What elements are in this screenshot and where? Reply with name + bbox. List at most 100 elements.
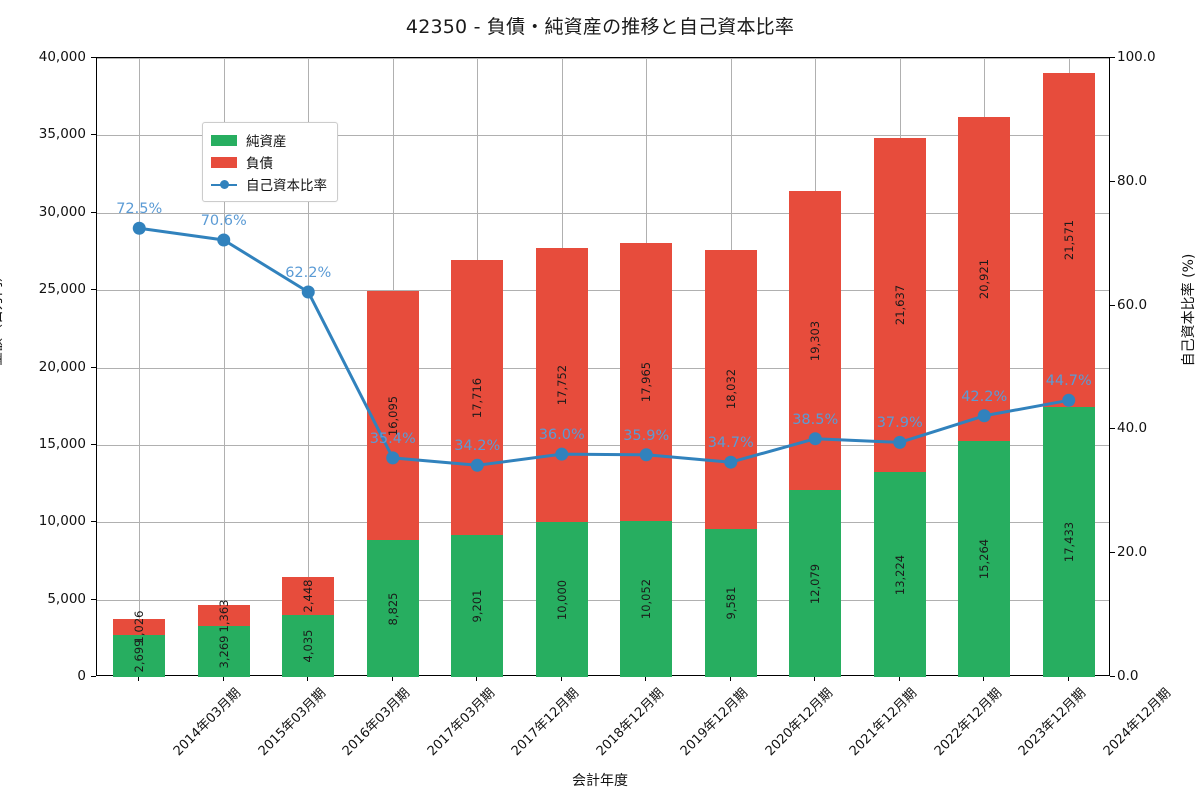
equity-ratio-data-label: 34.7% [707, 435, 754, 452]
bar-value-label-liabilities: 18,032 [723, 369, 738, 410]
y-axis-tick-right [1110, 676, 1115, 677]
equity-ratio-data-label: 36.0% [538, 427, 585, 444]
equity-ratio-data-label: 70.6% [200, 212, 247, 229]
equity-ratio-data-label: 37.9% [876, 415, 923, 432]
bar-segment-liabilities[interactable]: 19,303 [789, 191, 842, 491]
bar-value-label-liabilities: 21,571 [1061, 220, 1076, 261]
bar-value-label-liabilities: 17,965 [639, 362, 654, 403]
equity-ratio-data-label: 44.7% [1045, 373, 1092, 390]
bar-segment-net-assets[interactable]: 17,433 [1042, 407, 1095, 677]
y-axis-tick-label-left: 0 [77, 668, 86, 684]
y-axis-tick-right [1110, 304, 1115, 306]
y-axis-tick-label-left: 30,000 [38, 203, 86, 220]
x-axis-label: 会計年度 [572, 773, 628, 789]
bar-segment-net-assets[interactable]: 2,699 [113, 635, 166, 677]
x-axis-tick [645, 676, 647, 681]
y-axis-tick-left [91, 289, 96, 291]
x-axis-tick-label: 2021年12月期 [847, 685, 921, 760]
bar-value-label-net-assets: 12,079 [808, 563, 823, 604]
equity-ratio-data-label: 35.9% [623, 427, 670, 444]
x-axis-tick-label: 2023年12月期 [1016, 685, 1090, 760]
y-axis-tick-left [91, 57, 96, 58]
x-axis-tick [476, 676, 478, 681]
x-axis-tick-label: 2020年12月期 [762, 685, 836, 760]
y-axis-tick-label-right: 60.0 [1117, 296, 1148, 313]
bar-segment-net-assets[interactable]: 8,825 [366, 540, 419, 677]
y-axis-tick-label-left: 20,000 [38, 358, 86, 375]
y-axis-tick-label-right: 0.0 [1117, 668, 1139, 684]
x-axis-tick-label: 2015年03月期 [255, 685, 329, 760]
x-axis-tick [1067, 676, 1069, 681]
bar-segment-liabilities[interactable]: 1,026 [113, 611, 166, 644]
x-axis-tick-label: 2017年03月期 [424, 685, 498, 760]
bar-value-label-net-assets: 8,825 [385, 592, 400, 626]
x-axis-tick [729, 676, 731, 681]
x-axis-tick [814, 676, 816, 681]
y-axis-tick-left [91, 521, 96, 523]
x-axis-tick [983, 676, 985, 681]
bar-value-label-net-assets: 15,264 [977, 538, 992, 579]
bar-segment-net-assets[interactable]: 12,079 [789, 490, 842, 677]
bar-value-label-liabilities: 17,752 [554, 364, 569, 405]
bar-segment-net-assets[interactable]: 13,224 [873, 472, 926, 677]
y-axis-tick-label-left: 35,000 [38, 126, 86, 143]
x-axis-tick-label: 2024年12月期 [1100, 685, 1174, 760]
y-axis-tick-left [91, 598, 96, 600]
bar-value-label-liabilities: 19,303 [808, 320, 823, 361]
x-axis-tick [898, 676, 900, 681]
bar-segment-net-assets[interactable]: 10,052 [620, 521, 673, 677]
gridline-horizontal [97, 599, 1109, 601]
legend-item-net-assets[interactable]: 純資産 [211, 129, 327, 151]
bar-value-label-net-assets: 10,000 [554, 579, 569, 620]
gridline-horizontal [97, 212, 1109, 214]
bar-value-label-net-assets: 4,035 [301, 629, 316, 663]
gridline-horizontal [97, 58, 1109, 59]
legend-marker-icon [220, 179, 229, 189]
x-axis-tick-label: 2019年12月期 [678, 685, 752, 760]
y-axis-tick-label-right: 80.0 [1117, 172, 1148, 189]
bar-segment-net-assets[interactable]: 15,264 [958, 440, 1011, 677]
x-axis-tick-label: 2016年03月期 [340, 685, 414, 760]
bar-segment-net-assets[interactable]: 10,000 [535, 522, 588, 677]
bar-value-label-net-assets: 9,581 [723, 586, 738, 620]
bar-segment-net-assets[interactable]: 3,269 [197, 626, 250, 677]
y-axis-tick-left [91, 134, 96, 136]
page-title: 42350 - 負債・純資産の推移と自己資本比率 [405, 16, 795, 38]
y-axis-tick-label-left: 25,000 [38, 281, 86, 298]
x-axis-tick [560, 676, 562, 681]
y-axis-tick-right [1110, 57, 1115, 58]
bar-value-label-net-assets: 9,201 [470, 589, 485, 623]
bar-value-label-liabilities: 2,448 [301, 579, 316, 613]
bar-value-label-net-assets: 2,699 [132, 639, 147, 673]
equity-ratio-polyline [137, 226, 1071, 467]
bar-segment-net-assets[interactable]: 4,035 [282, 614, 335, 677]
y-axis-label-right: 自己資本比率 (%) [1181, 253, 1197, 367]
bar-value-label-net-assets: 17,433 [1061, 521, 1076, 563]
y-axis-tick-label-right: 100.0 [1117, 49, 1156, 65]
gridline-horizontal [97, 135, 1109, 137]
equity-ratio-data-label: 35.4% [369, 430, 416, 447]
equity-ratio-data-label: 42.2% [961, 388, 1008, 405]
equity-ratio-data-label: 62.2% [285, 264, 332, 281]
bar-segment-net-assets[interactable]: 9,581 [704, 528, 757, 677]
legend-item-liabilities[interactable]: 負債 [211, 151, 327, 173]
y-axis-tick-right [1110, 180, 1115, 182]
bar-segment-liabilities[interactable]: 21,571 [1042, 73, 1095, 408]
x-axis-tick-label: 2014年03月期 [171, 685, 245, 760]
y-axis-tick-left [91, 676, 96, 677]
x-axis-tick-label: 2017年12月期 [509, 685, 583, 760]
gridline-vertical [139, 58, 141, 675]
bar-segment-liabilities[interactable]: 17,716 [451, 260, 504, 535]
equity-ratio-data-label: 34.2% [454, 438, 501, 455]
bar-segment-liabilities[interactable]: 2,448 [282, 576, 335, 615]
bar-segment-net-assets[interactable]: 9,201 [451, 534, 504, 677]
x-axis-tick-label: 2018年12月期 [593, 685, 667, 760]
bar-segment-liabilities[interactable]: 16,095 [366, 291, 419, 541]
bar-segment-liabilities[interactable]: 18,032 [704, 249, 757, 529]
legend-item-equity-ratio[interactable]: 自己資本比率 [211, 173, 327, 195]
bar-segment-liabilities[interactable]: 1,363 [197, 599, 250, 632]
y-axis-tick-label-left: 15,000 [38, 435, 86, 452]
bar-segment-liabilities[interactable]: 17,965 [620, 243, 673, 522]
bar-segment-liabilities[interactable]: 17,752 [535, 247, 588, 523]
